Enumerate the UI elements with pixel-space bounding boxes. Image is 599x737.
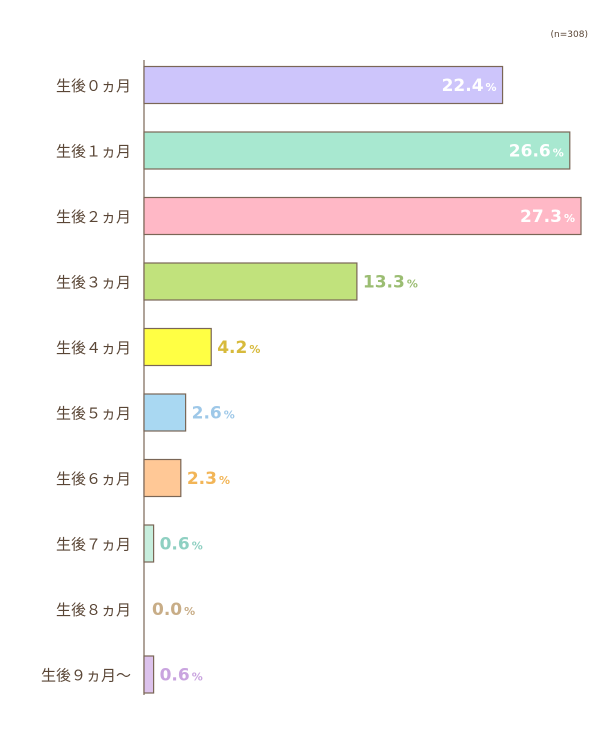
category-label: 生後５ヵ月 xyxy=(56,405,131,423)
bar xyxy=(143,196,582,236)
category-label: 生後３ヵ月 xyxy=(56,274,131,292)
data-label: 22.4% xyxy=(442,76,497,96)
bar xyxy=(143,65,504,105)
data-label: 13.3% xyxy=(363,273,418,293)
data-label: 0.0% xyxy=(152,600,195,620)
category-label: 生後４ヵ月 xyxy=(56,339,131,357)
bar xyxy=(143,393,187,432)
bar xyxy=(143,131,571,170)
category-label: 生後７ヵ月 xyxy=(56,536,131,554)
bar xyxy=(143,524,155,563)
bar xyxy=(143,262,358,301)
category-label: 生後１ヵ月 xyxy=(56,143,131,161)
category-label: 生後０ヵ月 xyxy=(56,77,131,95)
category-label: 生後６ヵ月 xyxy=(56,470,131,488)
data-label: 0.6% xyxy=(160,666,203,686)
category-label: 生後２ヵ月 xyxy=(56,208,131,226)
data-label: 0.6% xyxy=(160,535,203,555)
category-label: 生後９ヵ月〜 xyxy=(41,667,131,685)
data-label: 27.3% xyxy=(520,207,575,227)
data-label: 2.3% xyxy=(187,469,230,489)
sample-size-note: (n=308) xyxy=(551,30,588,40)
bar xyxy=(143,327,212,367)
data-label: 26.6% xyxy=(509,142,564,162)
category-label: 生後８ヵ月 xyxy=(56,601,131,619)
bar xyxy=(143,655,155,694)
data-label: 4.2% xyxy=(217,338,260,358)
data-label: 2.6% xyxy=(192,404,235,424)
bar xyxy=(143,458,182,498)
